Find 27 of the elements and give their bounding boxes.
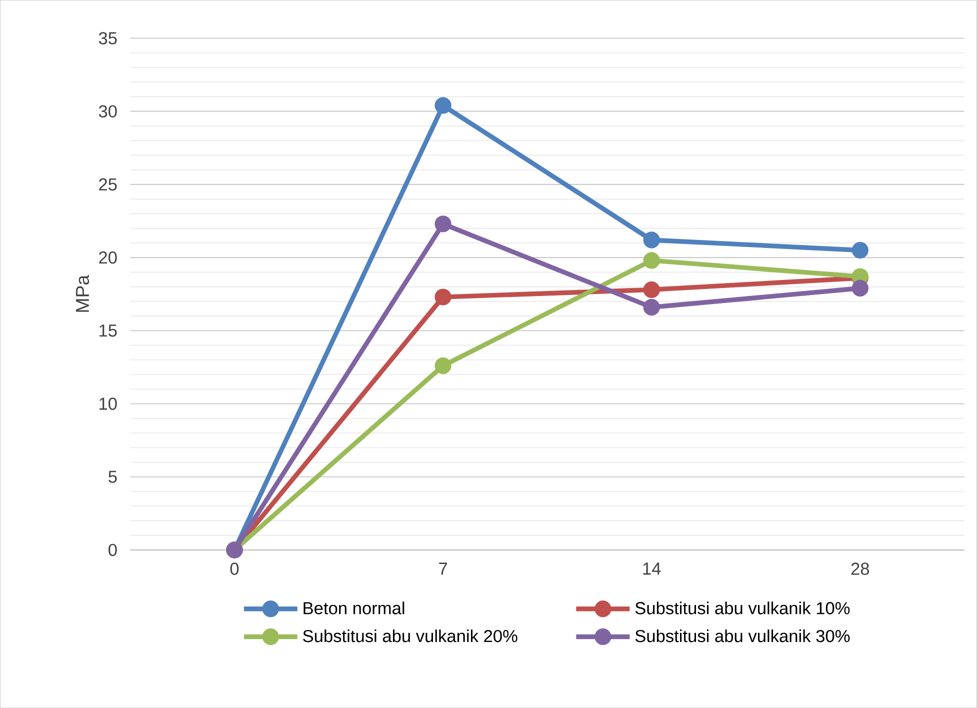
y-tick-label: 15 [100, 324, 117, 337]
legend-label: Substitusi abu vulkanik 10% [635, 602, 850, 614]
point [852, 242, 868, 258]
y-tick-label: 5 [108, 470, 117, 483]
legend-label: Substitusi abu vulkanik 20% [303, 629, 518, 642]
x-tick-label: 14 [643, 562, 661, 575]
y-tick-label: 30 [98, 105, 117, 118]
legend-label: Substitusi abu vulkanik 30% [635, 629, 850, 642]
y-tick-label: 35 [98, 32, 117, 44]
point [434, 288, 452, 306]
point [852, 280, 868, 297]
point [643, 298, 660, 316]
point [643, 232, 660, 248]
y-tick-label: 20 [99, 251, 117, 264]
legend-label: Beton normal [304, 602, 404, 614]
point [434, 216, 452, 232]
point [643, 281, 660, 298]
x-tick-label: 0 [230, 562, 239, 575]
y-tick-label: 25 [99, 178, 117, 191]
point [434, 357, 452, 374]
x-tick-label: 7 [439, 562, 447, 575]
point [643, 252, 660, 269]
y-tick-label: 0 [108, 544, 117, 556]
y-axis-title: MPa [76, 274, 90, 312]
x-tick-label: 28 [851, 562, 870, 575]
point [434, 97, 452, 114]
y-tick-label: 10 [100, 398, 117, 410]
